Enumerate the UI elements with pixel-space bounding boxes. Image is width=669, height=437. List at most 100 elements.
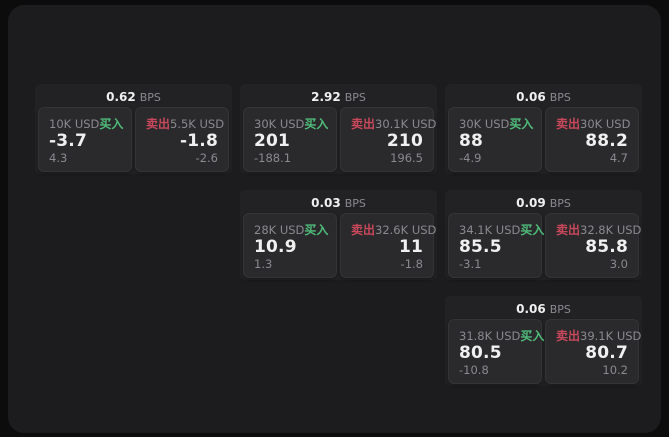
buy-price: 80.5 (459, 343, 502, 363)
buy-delta: 1.3 (254, 256, 273, 271)
bps-unit-label: BPS (344, 90, 366, 104)
sell-quote-tile[interactable]: 卖出 39.1K USD 80.7 10.2 (545, 319, 641, 384)
sell-delta: -2.6 (195, 150, 218, 165)
buy-delta: -3.1 (459, 256, 482, 271)
sell-side-label: 卖出 (146, 117, 171, 131)
sell-price: 80.7 (585, 343, 628, 363)
buy-side-label: 买入 (520, 223, 545, 237)
bps-header: 0.09 BPS (448, 193, 639, 213)
buy-quote-tile[interactable]: 30K USD 买入 201 -188.1 (243, 107, 337, 172)
buy-delta: -10.8 (459, 362, 489, 377)
sell-amount: 30.1K USD (375, 116, 437, 131)
sell-quote-tile[interactable]: 卖出 30K USD 88.2 4.7 (545, 107, 639, 172)
sell-quote-tile[interactable]: 卖出 32.8K USD 85.8 3.0 (545, 213, 641, 278)
buy-side-label: 买入 (520, 329, 545, 343)
sell-delta: 4.7 (609, 150, 628, 165)
sell-delta: 10.2 (602, 362, 628, 377)
buy-tile-top: 30K USD 买入 (459, 115, 534, 132)
sell-quote-tile[interactable]: 卖出 32.6K USD 11 -1.8 (340, 213, 436, 278)
bps-value: 0.03 (311, 196, 341, 210)
quotes-grid: 0.62 BPS 10K USD 买入 -3.7 4.3 卖出 5.5K USD… (35, 84, 642, 386)
quote-card: 0.09 BPS 34.1K USD 买入 85.5 -3.1 卖出 32.8K… (445, 190, 642, 280)
buy-quote-tile[interactable]: 28K USD 买入 10.9 1.3 (243, 213, 337, 278)
buy-side-label: 买入 (99, 117, 124, 131)
buy-tile-top: 34.1K USD 买入 (459, 221, 544, 238)
sell-side-label: 卖出 (556, 329, 581, 343)
sell-quote-tile[interactable]: 卖出 5.5K USD -1.8 -2.6 (135, 107, 229, 172)
sell-price: -1.8 (180, 131, 218, 151)
buy-amount: 31.8K USD (459, 328, 521, 343)
buy-quote-tile[interactable]: 30K USD 买入 88 -4.9 (448, 107, 542, 172)
bps-header: 0.06 BPS (448, 299, 639, 319)
quote-card: 0.03 BPS 28K USD 买入 10.9 1.3 卖出 32.6K US… (240, 190, 437, 280)
quote-tiles: 30K USD 买入 88 -4.9 卖出 30K USD 88.2 4.7 (448, 107, 639, 172)
quote-tiles: 31.8K USD 买入 80.5 -10.8 卖出 39.1K USD 80.… (448, 319, 641, 384)
bps-header: 0.62 BPS (38, 87, 229, 107)
buy-price: -3.7 (49, 131, 87, 151)
bps-value: 0.06 (516, 302, 546, 316)
bps-unit-label: BPS (139, 90, 161, 104)
buy-tile-top: 31.8K USD 买入 (459, 327, 544, 344)
bps-unit-label: BPS (549, 90, 571, 104)
buy-amount: 30K USD (254, 116, 305, 131)
buy-quote-tile[interactable]: 31.8K USD 买入 80.5 -10.8 (448, 319, 544, 384)
buy-price: 85.5 (459, 237, 502, 257)
sell-amount: 5.5K USD (170, 116, 225, 131)
quote-card: 2.92 BPS 30K USD 买入 201 -188.1 卖出 30.1K … (240, 84, 437, 174)
buy-side-label: 买入 (509, 117, 534, 131)
buy-price: 10.9 (254, 237, 297, 257)
buy-quote-tile[interactable]: 10K USD 买入 -3.7 4.3 (38, 107, 132, 172)
buy-price: 201 (254, 131, 291, 151)
buy-tile-top: 10K USD 买入 (49, 115, 124, 132)
sell-price: 11 (398, 237, 423, 257)
buy-amount: 10K USD (49, 116, 100, 131)
sell-tile-top: 卖出 32.6K USD (351, 221, 436, 238)
sell-amount: 30K USD (580, 116, 631, 131)
sell-price: 88.2 (585, 131, 628, 151)
bps-header: 0.03 BPS (243, 193, 434, 213)
bps-header: 0.06 BPS (448, 87, 639, 107)
bps-value: 2.92 (311, 90, 341, 104)
buy-amount: 28K USD (254, 222, 305, 237)
sell-amount: 32.6K USD (375, 222, 437, 237)
sell-tile-top: 卖出 39.1K USD (556, 327, 641, 344)
quote-card: 0.06 BPS 31.8K USD 买入 80.5 -10.8 卖出 39.1… (445, 296, 642, 386)
bps-unit-label: BPS (344, 196, 366, 210)
quote-card: 0.62 BPS 10K USD 买入 -3.7 4.3 卖出 5.5K USD… (35, 84, 232, 174)
sell-delta: 196.5 (390, 150, 423, 165)
quote-tiles: 10K USD 买入 -3.7 4.3 卖出 5.5K USD -1.8 -2.… (38, 107, 229, 172)
sell-tile-top: 卖出 32.8K USD (556, 221, 641, 238)
buy-tile-top: 30K USD 买入 (254, 115, 329, 132)
bps-value: 0.06 (516, 90, 546, 104)
quote-card: 0.06 BPS 30K USD 买入 88 -4.9 卖出 30K USD 8… (445, 84, 642, 174)
sell-side-label: 卖出 (351, 223, 376, 237)
sell-tile-top: 卖出 30.1K USD (351, 115, 436, 132)
sell-delta: -1.8 (400, 256, 423, 271)
buy-price: 88 (459, 131, 484, 151)
sell-side-label: 卖出 (556, 117, 581, 131)
sell-quote-tile[interactable]: 卖出 30.1K USD 210 196.5 (340, 107, 436, 172)
quote-tiles: 30K USD 买入 201 -188.1 卖出 30.1K USD 210 1… (243, 107, 436, 172)
buy-delta: 4.3 (49, 150, 68, 165)
buy-side-label: 买入 (304, 223, 329, 237)
buy-delta: -4.9 (459, 150, 482, 165)
buy-amount: 30K USD (459, 116, 510, 131)
sell-price: 210 (386, 131, 423, 151)
bps-unit-label: BPS (549, 196, 571, 210)
bps-header: 2.92 BPS (243, 87, 434, 107)
bps-value: 0.09 (516, 196, 546, 210)
sell-tile-top: 卖出 5.5K USD (146, 115, 224, 132)
buy-delta: -188.1 (254, 150, 292, 165)
buy-quote-tile[interactable]: 34.1K USD 买入 85.5 -3.1 (448, 213, 544, 278)
quote-tiles: 34.1K USD 买入 85.5 -3.1 卖出 32.8K USD 85.8… (448, 213, 641, 278)
buy-side-label: 买入 (304, 117, 329, 131)
sell-delta: 3.0 (609, 256, 628, 271)
sell-amount: 39.1K USD (580, 328, 642, 343)
sell-side-label: 卖出 (351, 117, 376, 131)
sell-tile-top: 卖出 30K USD (556, 115, 631, 132)
bps-unit-label: BPS (549, 302, 571, 316)
quote-tiles: 28K USD 买入 10.9 1.3 卖出 32.6K USD 11 -1.8 (243, 213, 436, 278)
buy-amount: 34.1K USD (459, 222, 521, 237)
sell-amount: 32.8K USD (580, 222, 642, 237)
sell-price: 85.8 (585, 237, 628, 257)
